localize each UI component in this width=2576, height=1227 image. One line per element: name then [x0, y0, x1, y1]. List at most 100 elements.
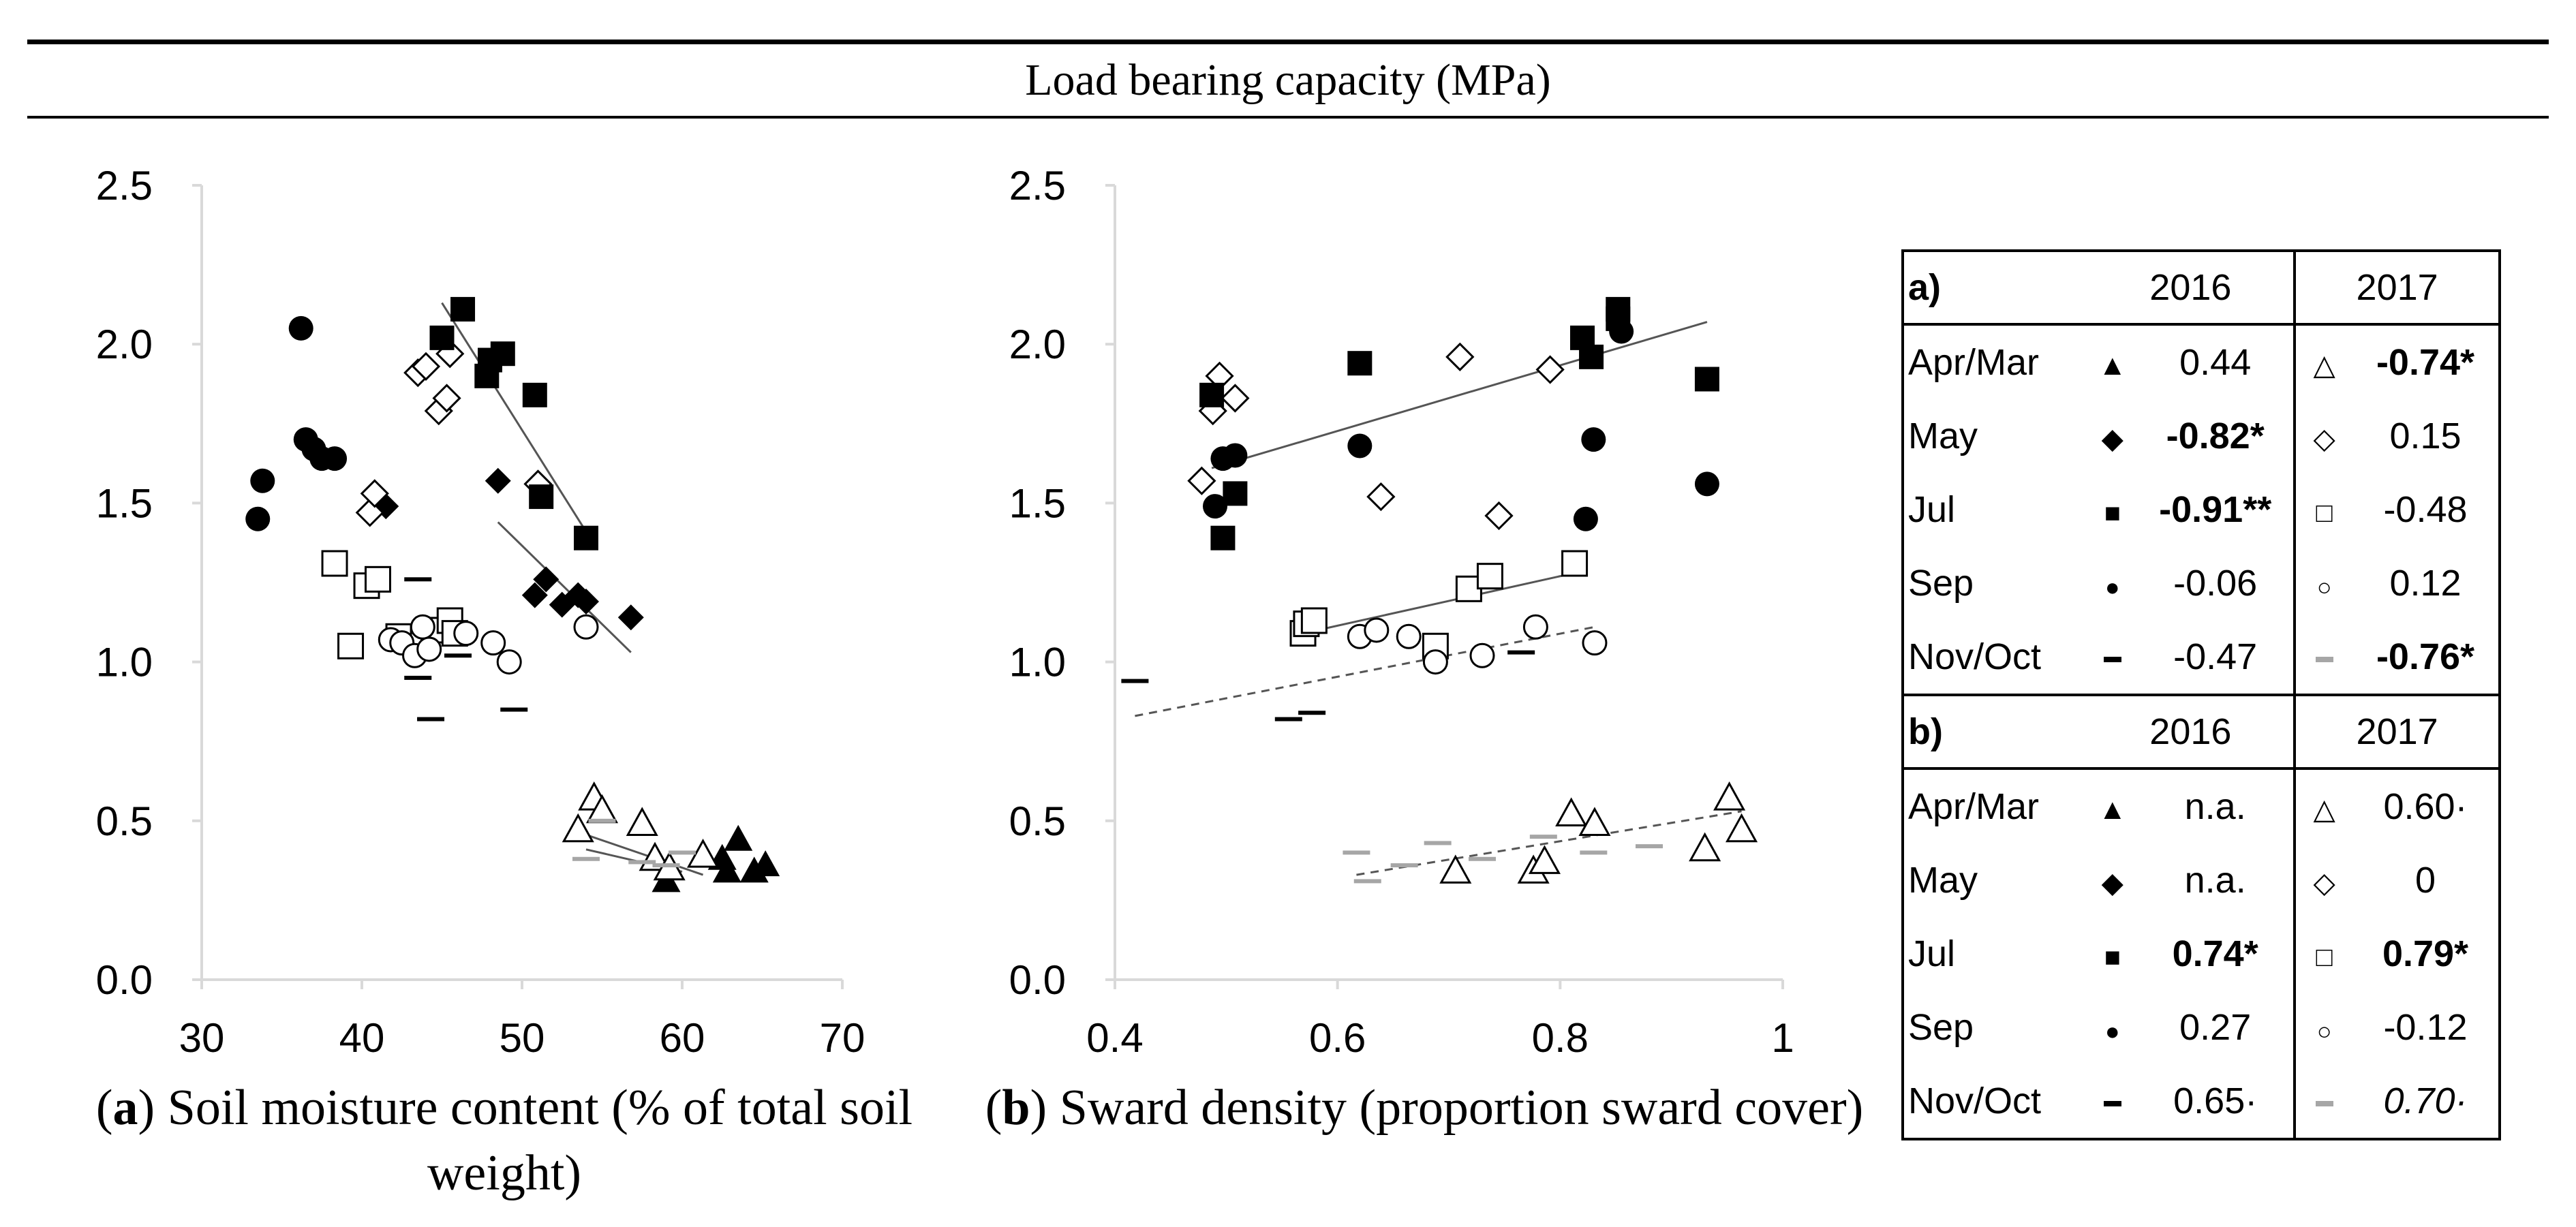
trendline	[497, 521, 632, 653]
data-point	[1535, 355, 1565, 384]
legend-row-label: Nov/Oct	[1901, 620, 2088, 695]
legend-year-2017: 2017	[2295, 249, 2501, 324]
open-triangle-icon: △	[2313, 793, 2335, 825]
caption-a-text: Soil moisture content (% of total soil w…	[155, 1080, 913, 1201]
data-point	[1561, 550, 1589, 577]
data-point	[573, 588, 599, 615]
data-point	[1422, 649, 1448, 675]
data-point	[444, 653, 472, 658]
data-point	[1609, 319, 1634, 344]
y-tick-label: 0.0	[96, 957, 153, 1003]
data-point	[1390, 863, 1418, 868]
legend-value-2016: 0.74*	[2137, 917, 2297, 991]
open-circle-icon: ○	[2316, 573, 2332, 601]
data-point	[1445, 342, 1475, 371]
legend-value-2016: -0.06	[2137, 546, 2297, 620]
data-point	[1366, 482, 1396, 512]
data-point	[669, 850, 696, 855]
legend-row-label: Jul	[1901, 473, 2088, 546]
data-point	[1528, 845, 1561, 874]
series-sep-2016	[245, 315, 348, 531]
legend-value-2016: -0.82*	[2137, 399, 2297, 473]
y-tick-label: 2.5	[96, 163, 153, 208]
data-point	[1353, 879, 1381, 884]
grey-dash-icon	[2315, 656, 2333, 662]
data-point	[337, 632, 365, 659]
legend-header-a: a) 2016 2017	[1901, 249, 2501, 324]
series-apr-mar-2017	[562, 781, 720, 881]
data-point	[574, 525, 598, 550]
data-point	[1469, 856, 1496, 861]
x-tick-label: 50	[500, 1015, 545, 1061]
data-point	[573, 614, 599, 640]
data-point	[485, 467, 511, 494]
x-tick-label: 40	[339, 1015, 385, 1061]
series-may-2016	[373, 467, 644, 631]
data-point	[588, 818, 616, 823]
data-point	[1689, 832, 1721, 862]
open-diamond-icon: ◇	[2313, 422, 2335, 454]
series-nov-oct-2016	[404, 577, 528, 721]
data-point	[1221, 384, 1250, 413]
series-jul-2016	[429, 296, 598, 550]
data-point	[250, 468, 275, 493]
data-point	[1424, 841, 1452, 845]
legend-row-label: Apr/Mar	[1901, 323, 2088, 399]
chart-b: 0.0 0.5 1.0 1.5 2.0 2.5 0.4 0.6 0.8 1	[1009, 163, 1794, 1061]
data-point	[617, 604, 644, 631]
legend-value-2017: -0.12	[2352, 991, 2501, 1064]
data-point	[450, 296, 476, 322]
data-point	[416, 636, 442, 662]
data-point	[1581, 427, 1606, 452]
legend-row: Apr/Mar ▲ 0.44 △ -0.74*	[1901, 323, 2501, 399]
open-square-icon: □	[2316, 942, 2333, 972]
legend-value-2017: 0.12	[2352, 546, 2501, 620]
data-point	[360, 479, 389, 508]
open-circle-icon: ○	[2316, 1017, 2332, 1045]
legend-value-2017: 0.70·	[2352, 1064, 2501, 1140]
trendline	[1356, 810, 1742, 876]
data-point	[1439, 854, 1472, 884]
data-point	[417, 717, 445, 721]
data-point	[1203, 494, 1227, 519]
series-nov-oct-2017	[1343, 835, 1663, 884]
caption-b-letter: b	[1002, 1080, 1030, 1136]
black-dash-icon	[2103, 656, 2121, 662]
data-point	[1187, 466, 1216, 495]
data-point	[521, 582, 548, 608]
filled-diamond-icon: ◆	[2101, 422, 2123, 454]
legend-value-2016: -0.47	[2137, 620, 2297, 695]
legend-section-label: b)	[1901, 694, 2088, 768]
y-tick-label: 0.0	[1009, 957, 1066, 1003]
data-point	[1347, 433, 1373, 459]
filled-diamond-icon: ◆	[2101, 867, 2123, 899]
data-point	[365, 565, 391, 593]
legend-value-2017: 0	[2352, 843, 2501, 917]
caption-a-letter: a	[112, 1080, 138, 1136]
data-point	[1636, 844, 1663, 849]
data-point	[1529, 835, 1557, 839]
series-may-2017	[355, 339, 553, 527]
y-tick-label: 1.5	[96, 480, 153, 526]
correlation-legend-table: a) 2016 2017 Apr/Mar ▲ 0.44 △ -0.74* May ◆ -0.82* ◇…	[1901, 249, 2501, 1140]
legend-value-2016: 0.65·	[2137, 1064, 2297, 1140]
series-apr-mar-2017	[1439, 781, 1758, 884]
legend-year-2016: 2016	[2087, 694, 2297, 768]
data-point	[322, 446, 348, 471]
legend-row: May ◆ -0.82* ◇ 0.15	[1901, 399, 2501, 473]
legend-row: Sep ● -0.06 ○ 0.12	[1901, 546, 2501, 620]
legend-row-label: Nov/Oct	[1901, 1064, 2088, 1140]
legend-row-label: Apr/Mar	[1901, 767, 2088, 843]
data-point	[1347, 351, 1373, 376]
trendline	[1211, 321, 1708, 469]
legend-row: May ◆ n.a. ◇ 0	[1901, 843, 2501, 917]
data-point	[1223, 443, 1248, 468]
data-point	[1580, 850, 1608, 855]
series-sep-2017	[378, 614, 599, 675]
data-point	[1713, 781, 1746, 811]
data-point	[453, 621, 479, 647]
data-point	[628, 860, 656, 865]
data-point	[533, 566, 559, 593]
black-dash-icon	[2103, 1100, 2121, 1106]
